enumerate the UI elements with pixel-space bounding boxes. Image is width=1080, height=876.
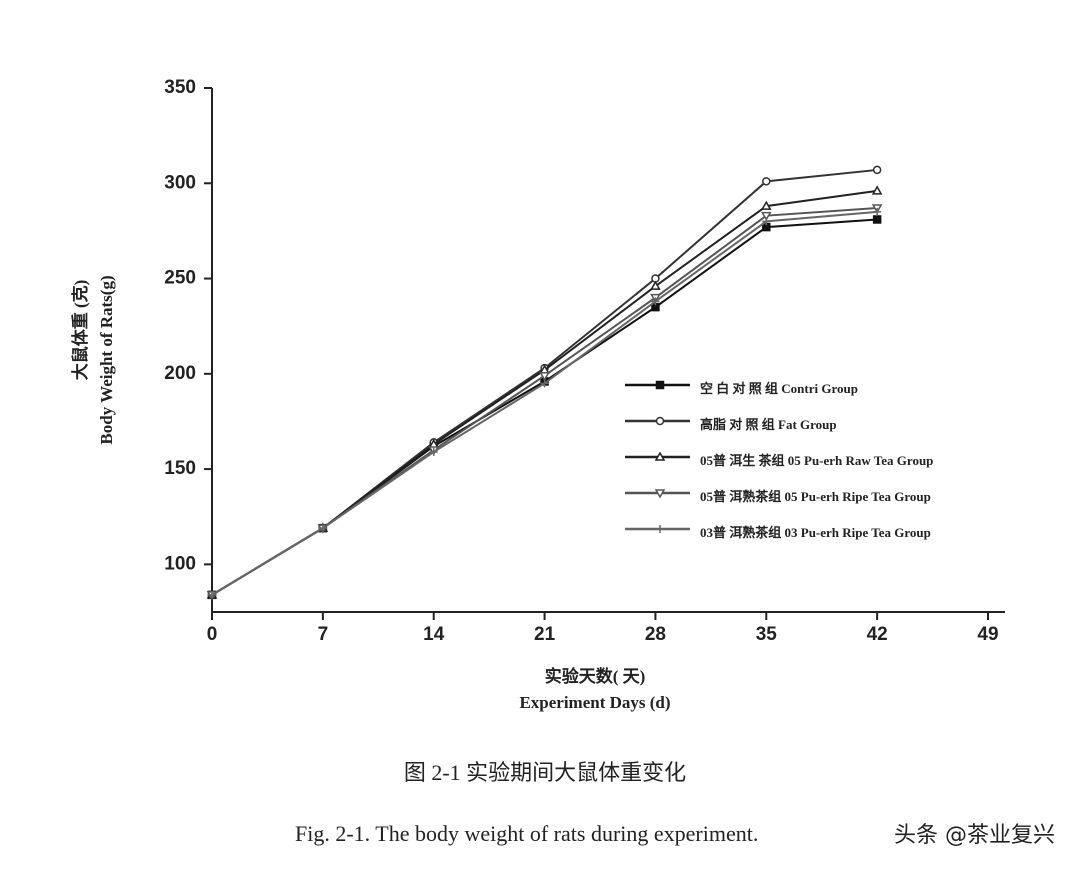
- legend-label: 05普 洱生 茶组 05 Pu-erh Raw Tea Group: [700, 453, 933, 468]
- marker: [318, 524, 327, 533]
- x-tick-label: 49: [977, 624, 998, 645]
- legend-marker: [655, 416, 665, 426]
- x-tick-label: 14: [423, 624, 445, 645]
- marker: [762, 217, 771, 226]
- marker: [429, 447, 438, 456]
- marker: [650, 280, 661, 290]
- legend-label: 05普 洱熟茶组 05 Pu-erh Ripe Tea Group: [700, 489, 931, 504]
- y-tick-label: 350: [164, 77, 196, 98]
- y-tick-label: 300: [164, 172, 196, 193]
- marker: [873, 207, 882, 216]
- legend-marker: [655, 380, 665, 390]
- legend-label: 空 白 对 照 组 Contri Group: [700, 381, 858, 396]
- caption-cn: 图 2-1 实验期间大鼠体重变化: [404, 760, 686, 785]
- legend-marker: [656, 525, 664, 533]
- marker: [871, 185, 883, 195]
- x-tick-label: 42: [867, 624, 888, 645]
- y-label-cn: 大鼠体重 (克): [70, 280, 90, 381]
- marker: [651, 297, 660, 306]
- y-label: Body Weight of Rats(g): [97, 275, 116, 444]
- marker: [208, 590, 216, 599]
- x-tick-label: 7: [318, 624, 329, 645]
- x-tick-label: 35: [756, 624, 778, 645]
- y-tick-label: 100: [164, 553, 196, 574]
- x-label-cn: 实验天数( 天): [545, 666, 646, 686]
- marker: [539, 371, 550, 382]
- legend-marker: [654, 489, 666, 499]
- marker: [760, 200, 772, 210]
- marker: [762, 177, 771, 186]
- y-tick-label: 150: [164, 458, 196, 479]
- marker: [872, 215, 882, 224]
- legend-label: 高脂 对 照 组 Fat Group: [700, 417, 837, 432]
- watermark: 头条 @茶业复兴: [894, 823, 1055, 848]
- legend-label: 03普 洱熟茶组 03 Pu-erh Ripe Tea Group: [700, 525, 931, 540]
- marker: [540, 379, 549, 388]
- x-tick-label: 21: [534, 624, 556, 645]
- x-tick-label: 0: [207, 624, 218, 645]
- marker: [872, 165, 882, 175]
- x-label: Experiment Days (d): [519, 693, 670, 712]
- y-tick-label: 200: [164, 363, 196, 384]
- y-tick-label: 250: [164, 268, 196, 289]
- caption: Fig. 2-1. The body weight of rats during…: [295, 821, 758, 846]
- marker: [760, 211, 772, 222]
- legend-marker: [654, 451, 666, 461]
- x-tick-label: 28: [645, 624, 666, 645]
